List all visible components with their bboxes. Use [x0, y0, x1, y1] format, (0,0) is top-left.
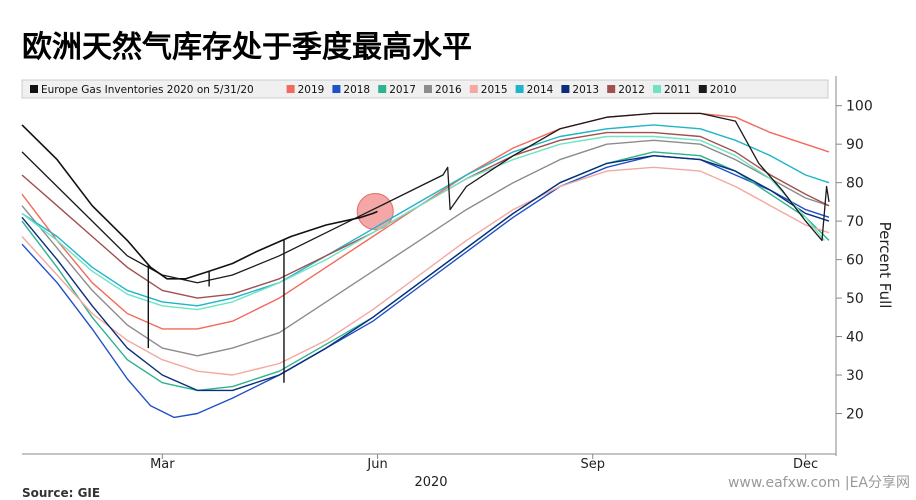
legend-swatch-10: [698, 85, 707, 93]
watermark: www.eafxw.com |EA分享网: [727, 475, 910, 491]
series-line-2014: [21, 124, 830, 307]
legend-swatch-5: [469, 85, 478, 93]
y-tick-label-20: 20: [846, 407, 864, 423]
legend-swatch-6: [515, 85, 524, 93]
legend-swatch-8: [607, 85, 616, 93]
legend-label-9: 2011: [664, 84, 691, 96]
legend-swatch-0: [30, 85, 38, 93]
chart-title: 欧洲天然气库存处于季度最高水平: [22, 30, 472, 65]
legend-label-4: 2016: [435, 84, 462, 96]
series-line-2019: [21, 112, 830, 330]
series-line-2011: [21, 135, 825, 311]
y-tick-label-50: 50: [846, 291, 864, 307]
y-tick-label-30: 30: [846, 368, 864, 384]
legend-swatch-3: [378, 85, 387, 93]
y-axis-label: Percent Full: [876, 222, 894, 309]
y-tick-label-70: 70: [846, 214, 864, 230]
legend-swatch-2: [332, 85, 341, 93]
legend-swatch-4: [424, 85, 432, 93]
series-line-2012: [21, 131, 830, 299]
y-tick-label-60: 60: [846, 253, 864, 269]
series-line-2018: [21, 155, 830, 419]
legend-label-7: 2013: [572, 84, 599, 96]
legend-label-2: 2018: [343, 84, 370, 96]
legend-label-0: Europe Gas Inventories 2020 on 5/31/20: [41, 84, 254, 96]
x-tick-label-1: Jun: [366, 457, 387, 472]
x-tick-label-2: Sep: [580, 457, 605, 472]
series-line-2010: [21, 112, 830, 284]
legend-label-6: 2014: [527, 84, 554, 96]
legend-label-8: 2012: [618, 84, 645, 96]
legend-label-1: 2019: [298, 84, 325, 96]
legend-swatch-9: [653, 85, 661, 93]
legend-label-3: 2017: [389, 84, 416, 96]
legend-swatch-7: [561, 85, 570, 93]
y-tick-label-90: 90: [846, 137, 864, 153]
y-tick-label-40: 40: [846, 330, 864, 346]
x-tick-label-3: Dec: [793, 457, 818, 472]
source-note: Source: GIE: [22, 486, 101, 500]
y-tick-label-80: 80: [846, 176, 864, 192]
series-line-2015: [21, 166, 830, 376]
legend-label-10: 2010: [710, 84, 737, 96]
legend-label-5: 2015: [481, 84, 508, 96]
y-tick-label-100: 100: [846, 99, 873, 115]
highlight-circle: [356, 193, 394, 231]
series-line-2013: [21, 155, 830, 392]
x-tick-label-0: Mar: [150, 457, 175, 472]
x-axis-label: 2020: [414, 475, 447, 490]
legend-swatch-1: [286, 85, 295, 93]
series-line-2016: [21, 139, 830, 357]
